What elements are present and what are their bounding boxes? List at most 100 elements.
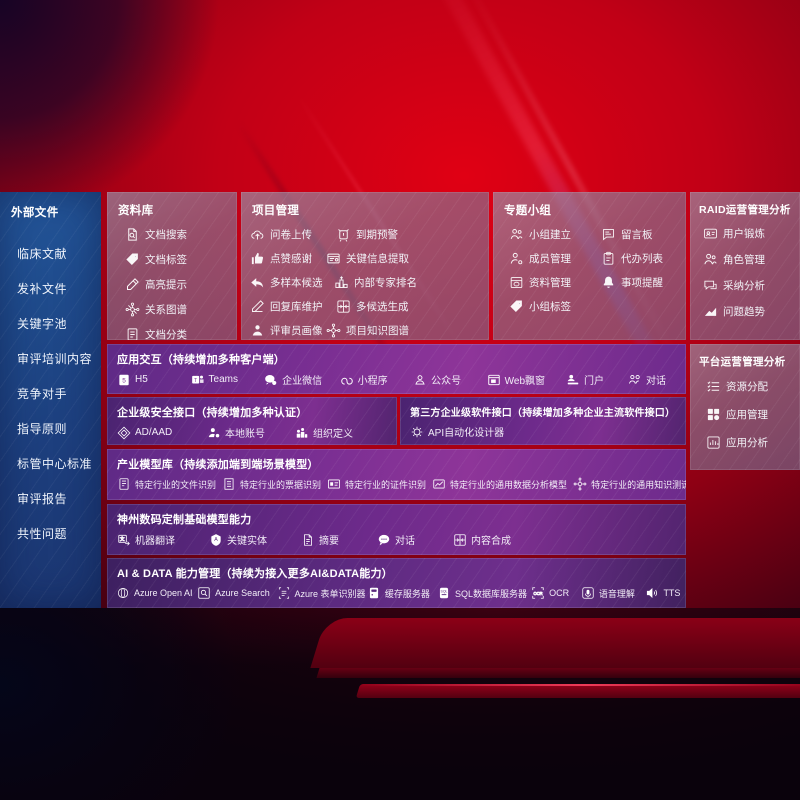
panel-project-grid: 问卷上传 到期预警 点赞感谢 关键信息提取 多样本候选 bbox=[241, 218, 489, 340]
tile-message-board[interactable]: 留言板 bbox=[601, 227, 681, 242]
tile-label: 回复库维护 bbox=[270, 301, 323, 313]
chip-ocr[interactable]: OCR OCR bbox=[531, 586, 581, 600]
document-search-icon bbox=[125, 227, 140, 242]
chip-tts[interactable]: TTS bbox=[645, 586, 686, 600]
tile-resource-allocation[interactable]: 资源分配 bbox=[706, 379, 800, 394]
tile-role-management[interactable]: 角色管理 bbox=[703, 252, 800, 267]
chip-machine-translation[interactable]: 文 机器翻译 bbox=[117, 532, 209, 547]
sidebar-item-clinical-literature[interactable]: 临床文献 bbox=[17, 247, 68, 261]
chip-wecom[interactable]: 企业微信 bbox=[264, 372, 339, 387]
tile-document-category[interactable]: 文档分类 bbox=[125, 327, 231, 340]
tile-reply-library[interactable]: 回复库维护 bbox=[250, 299, 336, 314]
tile-label: 应用管理 bbox=[726, 409, 768, 421]
chip-official-account[interactable]: 公众号 bbox=[413, 372, 487, 387]
chip-local-account[interactable]: 本地账号 bbox=[207, 425, 295, 440]
tile-app-management[interactable]: 应用管理 bbox=[706, 407, 800, 422]
knowledge-model-icon bbox=[573, 477, 587, 491]
tile-app-analytics[interactable]: 应用分析 bbox=[706, 435, 800, 450]
chip-summary[interactable]: 摘要 bbox=[301, 532, 377, 547]
chip-data-analysis-model[interactable]: 特定行业的通用数据分析模型 bbox=[432, 477, 567, 491]
invoice-recognition-icon bbox=[224, 478, 234, 490]
tts-icon bbox=[647, 588, 658, 598]
chip-miniprogram[interactable]: 小程序 bbox=[340, 372, 414, 387]
sidebar-item-supplement-docs[interactable]: 发补文件 bbox=[17, 282, 68, 296]
band-thirdparty-interface: 第三方企业级软件接口（持续增加多种企业主流软件接口） API自动化设计器 bbox=[400, 397, 686, 445]
highlighter-icon bbox=[125, 277, 140, 292]
sidebar-item-keyword-pool[interactable]: 关键字池 bbox=[17, 317, 68, 331]
chip-azure-openai[interactable]: Azure Open AI bbox=[116, 586, 197, 600]
chip-api-designer[interactable]: API自动化设计器 bbox=[410, 424, 550, 439]
chip-org-definition[interactable]: 组织定义 bbox=[295, 425, 383, 440]
chip-label: API自动化设计器 bbox=[428, 428, 505, 439]
tile-group-create[interactable]: 小组建立 bbox=[509, 227, 601, 242]
chip-invoice-recognition[interactable]: 特定行业的票据识别 bbox=[222, 477, 321, 491]
chip-knowledge-model[interactable]: 特定行业的通用知识测谎模型 bbox=[573, 477, 686, 491]
chip-label: Azure Search bbox=[215, 588, 270, 598]
chip-teams[interactable]: T Teams bbox=[191, 373, 265, 387]
tile-group-tag[interactable]: 小组标签 bbox=[509, 299, 601, 314]
tile-like-thanks[interactable]: 点赞感谢 bbox=[250, 251, 326, 266]
tile-label: 点赞感谢 bbox=[270, 253, 312, 265]
band-ai-data: AI & DATA 能力管理（持续为接入更多AI&DATA能力） Azure O… bbox=[107, 558, 686, 608]
chip-sql-database[interactable]: SQL SQL数据库服务器 bbox=[437, 586, 531, 600]
chip-portal[interactable]: 门户 bbox=[566, 372, 628, 387]
tag-icon bbox=[125, 252, 140, 267]
tile-label: 小组标签 bbox=[529, 301, 571, 313]
chip-content-synthesis[interactable]: 内容合成 bbox=[453, 532, 545, 547]
tile-label: 问题趋势 bbox=[723, 306, 765, 318]
sidebar-item-competitors[interactable]: 竞争对手 bbox=[17, 387, 68, 401]
sidebar-item-guidelines[interactable]: 指导原则 bbox=[17, 422, 68, 436]
tile-issue-trend[interactable]: 问题趋势 bbox=[703, 304, 800, 319]
tile-todo-list[interactable]: 代办列表 bbox=[601, 251, 681, 266]
chip-label: 本地账号 bbox=[225, 429, 265, 440]
panel-library: 资料库 文档搜索 文档标签 高亮提示 关系图谱 bbox=[107, 192, 237, 340]
band-basemodel-items: 文 机器翻译 A 关键实体 摘要 对话 内容合成 bbox=[107, 527, 686, 547]
sidebar-item-common-issues[interactable]: 共性问题 bbox=[17, 527, 68, 541]
people-add-icon bbox=[509, 227, 524, 242]
chip-id-recognition[interactable]: 特定行业的证件识别 bbox=[327, 477, 426, 491]
tile-adoption-analysis[interactable]: 采纳分析 bbox=[703, 278, 800, 293]
tile-multi-candidate-gen[interactable]: 多候选生成 bbox=[336, 299, 420, 314]
chip-dialog-model[interactable]: 对话 bbox=[377, 532, 453, 547]
tile-relation-graph[interactable]: 关系图谱 bbox=[125, 302, 231, 317]
tile-multi-sample-candidate[interactable]: 多样本候选 bbox=[250, 275, 334, 290]
svg-text:T: T bbox=[194, 377, 198, 383]
tile-label: 资源分配 bbox=[726, 381, 768, 393]
chip-file-recognition[interactable]: 特定行业的文件识别 bbox=[117, 477, 216, 491]
chip-dialog[interactable]: 对话 bbox=[628, 372, 686, 387]
tile-project-knowledge-graph[interactable]: 项目知识图谱 bbox=[326, 323, 412, 338]
tile-key-info-extract[interactable]: 关键信息提取 bbox=[326, 251, 412, 266]
tile-member-management[interactable]: 成员管理 bbox=[509, 251, 601, 266]
tile-event-reminder[interactable]: 事项提醒 bbox=[601, 275, 681, 290]
tile-document-tag[interactable]: 文档标签 bbox=[125, 252, 231, 267]
tile-expiry-warning[interactable]: 到期预警 bbox=[336, 227, 420, 242]
sidebar-item-standards-center[interactable]: 标管中心标准 bbox=[17, 457, 93, 471]
chip-form-recognizer[interactable]: Azure 表单识别器 bbox=[277, 586, 367, 600]
chip-speech-understanding[interactable]: 语音理解 bbox=[581, 586, 646, 600]
chip-cache-server[interactable]: 缓存服务器 bbox=[367, 586, 437, 600]
chip-key-entity[interactable]: A 关键实体 bbox=[209, 532, 301, 547]
sidebar-item-review-report[interactable]: 审评报告 bbox=[17, 492, 68, 506]
chip-label: Azure 表单识别器 bbox=[294, 588, 366, 599]
tile-document-search[interactable]: 文档搜索 bbox=[125, 227, 231, 242]
chip-ad-aad[interactable]: AD/AAD bbox=[117, 426, 207, 440]
chip-label: 小程序 bbox=[357, 376, 388, 387]
chip-web-float-window[interactable]: Web飘窗 bbox=[487, 372, 566, 387]
id-card-recognition-icon bbox=[328, 479, 340, 489]
tile-expert-ranking[interactable]: 内部专家排名 bbox=[334, 275, 417, 290]
band-enterprise-security: 企业级安全接口（持续增加多种认证） AD/AAD 本地账号 组织定义 bbox=[107, 397, 397, 445]
tile-user-training[interactable]: 用户锻炼 bbox=[703, 226, 800, 241]
tile-questionnaire-upload[interactable]: 问卷上传 bbox=[250, 227, 336, 242]
band-basemodel-title: 神州数码定制基础模型能力 bbox=[117, 514, 252, 526]
chip-label: 特定行业的通用数据分析模型 bbox=[450, 479, 568, 490]
tile-reviewer-portrait[interactable]: 评审员画像 bbox=[250, 323, 326, 338]
person-portrait-icon bbox=[250, 323, 265, 338]
tile-material-management[interactable]: 资料管理 bbox=[509, 275, 601, 290]
chip-azure-search[interactable]: Azure Search bbox=[197, 586, 276, 600]
chip-h5[interactable]: 5 H5 bbox=[117, 373, 191, 387]
local-account-icon bbox=[208, 427, 220, 437]
chip-label: 摘要 bbox=[319, 536, 339, 547]
sidebar-item-review-training[interactable]: 审评培训内容 bbox=[17, 352, 93, 366]
tile-highlight[interactable]: 高亮提示 bbox=[125, 277, 231, 292]
band-industry-items: 特定行业的文件识别 特定行业的票据识别 特定行业的证件识别 特定行业的通用数据分… bbox=[107, 472, 686, 491]
